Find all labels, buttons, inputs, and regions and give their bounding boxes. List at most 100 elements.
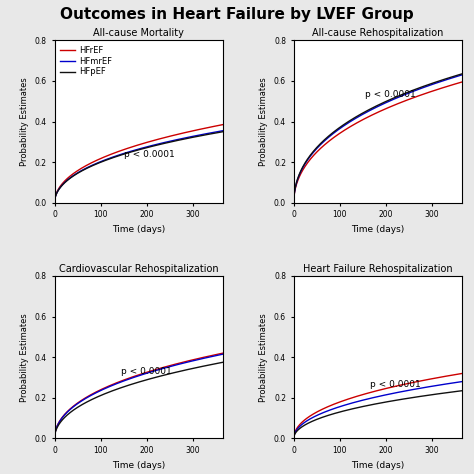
HFpEF [209, 131, 215, 137]
HFmrEF [62, 179, 68, 185]
Y-axis label: Probability Estimates: Probability Estimates [259, 313, 268, 401]
HFmrEF [301, 420, 307, 426]
HFrEF [425, 90, 431, 95]
HFrEF [448, 82, 454, 88]
HFpEF [52, 436, 57, 441]
Line: HFmrEF: HFmrEF [294, 75, 462, 203]
HFmrEF [215, 353, 220, 358]
HFrEF [454, 81, 460, 86]
HFrEF [322, 142, 328, 147]
HFrEF [52, 436, 57, 441]
Line: HFpEF: HFpEF [294, 391, 462, 438]
HFpEF [448, 74, 454, 80]
HFpEF [220, 359, 226, 365]
HFrEF [107, 383, 113, 388]
Line: HFrEF: HFrEF [55, 125, 223, 203]
HFrEF [459, 79, 465, 85]
HFrEF [83, 395, 89, 401]
HFmrEF [454, 380, 460, 385]
HFpEF [62, 180, 68, 185]
HFrEF [186, 129, 191, 135]
HFpEF [346, 407, 352, 412]
HFpEF [62, 414, 68, 420]
HFrEF [301, 165, 307, 171]
HFrEF [346, 125, 352, 130]
HFpEF [322, 414, 328, 419]
HFpEF [291, 200, 297, 206]
HFrEF [209, 124, 215, 130]
HFpEF [186, 135, 191, 141]
HFpEF [346, 118, 352, 124]
HFpEF [454, 73, 460, 78]
HFrEF [454, 372, 460, 377]
Line: HFmrEF: HFmrEF [55, 354, 223, 438]
HFmrEF [186, 134, 191, 140]
HFpEF [83, 166, 89, 172]
HFmrEF [425, 83, 431, 89]
HFrEF [186, 358, 191, 364]
HFpEF [322, 137, 328, 142]
X-axis label: Time (days): Time (days) [351, 461, 404, 470]
HFrEF [291, 200, 297, 206]
HFpEF [215, 130, 220, 136]
HFmrEF [454, 73, 460, 79]
Line: HFpEF: HFpEF [55, 362, 223, 438]
HFrEF [209, 353, 215, 358]
Line: HFrEF: HFrEF [55, 353, 223, 438]
HFpEF [186, 366, 191, 372]
HFrEF [62, 178, 68, 183]
Y-axis label: Probability Estimates: Probability Estimates [20, 313, 29, 401]
HFmrEF [62, 411, 68, 417]
Y-axis label: Probability Estimates: Probability Estimates [259, 77, 268, 166]
HFpEF [291, 436, 297, 441]
HFpEF [425, 82, 431, 88]
HFrEF [322, 405, 328, 411]
HFmrEF [448, 75, 454, 81]
Text: p < 0.0001: p < 0.0001 [370, 380, 420, 389]
HFpEF [107, 389, 113, 394]
HFmrEF [107, 383, 113, 389]
HFmrEF [301, 163, 307, 168]
HFrEF [291, 436, 297, 441]
HFrEF [62, 411, 68, 417]
HFpEF [215, 360, 220, 366]
HFmrEF [459, 72, 465, 78]
Line: HFmrEF: HFmrEF [55, 131, 223, 203]
HFmrEF [107, 155, 113, 161]
HFmrEF [291, 436, 297, 441]
HFpEF [454, 389, 460, 394]
HFmrEF [322, 409, 328, 415]
HFmrEF [209, 354, 215, 359]
X-axis label: Time (days): Time (days) [112, 461, 165, 470]
HFpEF [459, 388, 465, 393]
Line: HFpEF: HFpEF [55, 132, 223, 203]
HFrEF [448, 373, 454, 378]
HFpEF [209, 362, 215, 367]
Line: HFrEF: HFrEF [294, 374, 462, 438]
HFmrEF [52, 436, 57, 441]
HFmrEF [322, 137, 328, 143]
HFpEF [301, 423, 307, 428]
HFpEF [83, 400, 89, 405]
Y-axis label: Probability Estimates: Probability Estimates [20, 77, 29, 166]
Text: p < 0.0001: p < 0.0001 [124, 150, 174, 159]
Title: Cardiovascular Rehospitalization: Cardiovascular Rehospitalization [59, 264, 219, 274]
Legend: HFrEF, HFmrEF, HFpEF: HFrEF, HFmrEF, HFpEF [59, 45, 113, 78]
HFmrEF [425, 384, 431, 390]
HFmrEF [83, 165, 89, 171]
HFmrEF [448, 381, 454, 386]
Title: Heart Failure Rehospitalization: Heart Failure Rehospitalization [303, 264, 453, 274]
Title: All-cause Mortality: All-cause Mortality [93, 28, 184, 38]
X-axis label: Time (days): Time (days) [112, 225, 165, 234]
HFrEF [346, 396, 352, 401]
HFrEF [301, 418, 307, 423]
Text: p < 0.0001: p < 0.0001 [365, 90, 416, 99]
HFmrEF [346, 119, 352, 125]
Text: Outcomes in Heart Failure by LVEF Group: Outcomes in Heart Failure by LVEF Group [60, 7, 414, 22]
HFmrEF [220, 128, 226, 134]
HFrEF [425, 377, 431, 383]
HFrEF [215, 351, 220, 357]
HFpEF [107, 156, 113, 162]
HFrEF [459, 371, 465, 376]
X-axis label: Time (days): Time (days) [351, 225, 404, 234]
